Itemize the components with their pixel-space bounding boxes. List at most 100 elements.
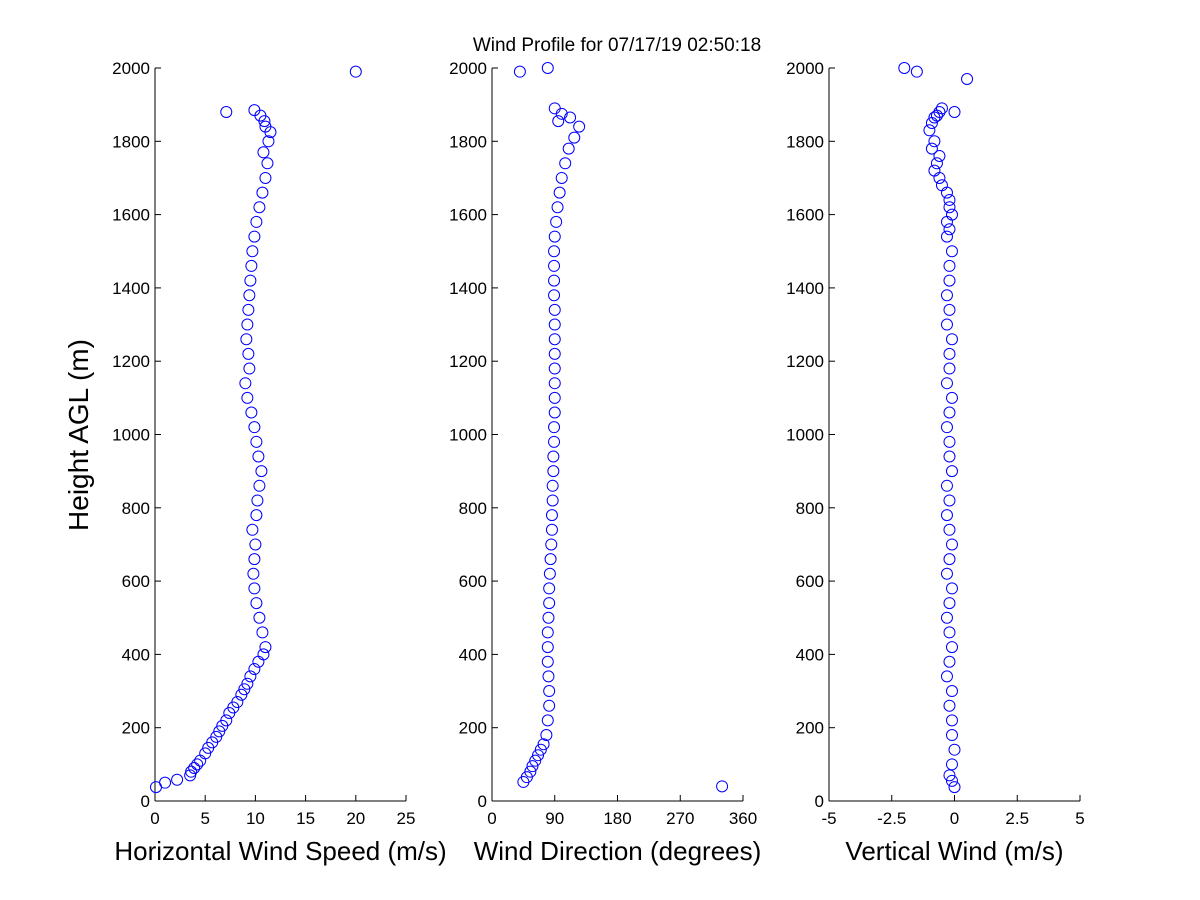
speed-data-point [253,201,266,214]
speed-data-point [259,641,272,654]
direction-data-point [550,215,563,228]
speed-data-point [171,773,184,786]
direction-y-tick-label: 800 [459,499,487,518]
speed-data-point [244,670,257,683]
speed-data-point [256,186,269,199]
speed-data-point [262,135,275,148]
vertical-wind-data-point [943,769,956,782]
speed-data-point [245,259,258,272]
vertical-wind-data-point [945,582,958,595]
direction-data-point [545,523,558,536]
speed-x-axis-label: Horizontal Wind Speed (m/s) [114,836,446,866]
vertical-wind-data-point [948,105,961,118]
direction-y-tick-label: 600 [459,572,487,591]
vertical-wind-data-point [945,774,958,787]
figure-title: Wind Profile for 07/17/19 02:50:18 [473,35,761,56]
direction-data-point [716,780,729,793]
speed-data-point [253,611,266,624]
direction-data-point [543,567,556,580]
vertical-wind-data-point [940,421,953,434]
vertical-wind-data-point [925,142,938,155]
vertical-wind-data-point [928,164,941,177]
vertical-wind-data-point [943,259,956,272]
speed-y-tick-label: 600 [122,572,150,591]
speed-data-point [259,120,272,133]
direction-x-tick-label: 0 [487,809,496,828]
vertical-wind-data-point [930,157,943,170]
vertical-wind-data-point [943,626,956,639]
speed-y-tick-label: 1200 [112,352,150,371]
vertical-wind-data-point [935,102,948,115]
direction-data-point [548,102,561,115]
vertical-wind-y-tick-label: 2000 [786,59,824,78]
speed-data-point [252,450,265,463]
speed-data-point [248,663,261,676]
direction-panel: 0 200 400 600 800 1000 1200 1400 1600 1800 2000 0 90… [449,59,761,866]
direction-data-point [548,303,561,316]
speed-data-point [250,597,263,610]
vertical-wind-data-point [943,553,956,566]
direction-data-point [540,729,553,742]
direction-data-point [548,406,561,419]
vertical-wind-data-point [940,479,953,492]
vertical-wind-data-point [933,149,946,162]
direction-data-point [551,201,564,214]
speed-y-tick-label: 0 [141,792,150,811]
vertical-wind-data-point [945,465,958,478]
vertical-wind-data-point [943,347,956,360]
direction-data-point [534,743,547,756]
direction-data-point [543,699,556,712]
vertical-wind-data-point [940,318,953,331]
speed-data-point [210,730,223,743]
direction-data-point [513,65,526,78]
speed-data-point [213,725,226,738]
speed-data-point [250,435,263,448]
speed-x-tick-label: 0 [150,809,159,828]
vertical-wind-data-point [943,655,956,668]
direction-data-point [541,62,554,74]
speed-data-point [188,762,201,775]
speed-data-point [256,626,269,639]
speed-data-point [250,215,263,228]
vertical-wind-data-point [910,65,923,78]
direction-y-tick-label: 1400 [449,279,487,298]
vertical-wind-data-point [940,289,953,302]
vertical-wind-data-point [943,523,956,536]
speed-data-point [246,523,259,536]
speed-data-point [242,347,255,360]
speed-data-point [349,65,362,78]
direction-data-point [548,333,561,346]
speed-data-point [253,479,266,492]
direction-data-point [547,450,560,463]
speed-x-tick-label: 5 [200,809,209,828]
vertical-wind-data-point [940,230,953,243]
direction-data-point [564,111,577,124]
direction-y-tick-label: 1200 [449,352,487,371]
vertical-wind-data-point [943,699,956,712]
direction-data-point [541,714,554,727]
direction-y-tick-label: 400 [459,645,487,664]
vertical-wind-data-point [945,245,958,258]
speed-data-point [248,230,261,243]
vertical-wind-data-point [940,509,953,522]
direction-data-point [526,760,539,773]
direction-data-point [548,377,561,390]
speed-data-point [239,377,252,390]
direction-data-point [548,362,561,375]
direction-data-point [548,274,561,287]
vertical-wind-data-point [923,124,936,137]
vertical-wind-data-point [943,494,956,507]
speed-data-point [241,391,254,404]
vertical-wind-y-tick-label: 1000 [786,426,824,445]
vertical-wind-x-tick-label: 2.5 [1005,809,1029,828]
direction-data-point [559,157,572,170]
vertical-wind-data-point [948,781,961,794]
direction-data-point [548,435,561,448]
speed-data-point [248,582,261,595]
direction-data-point [541,655,554,668]
vertical-wind-y-tick-label: 1800 [786,132,824,151]
speed-y-tick-label: 2000 [112,59,150,78]
direction-data-point [546,479,559,492]
vertical-wind-y-tick-label: 400 [796,645,824,664]
